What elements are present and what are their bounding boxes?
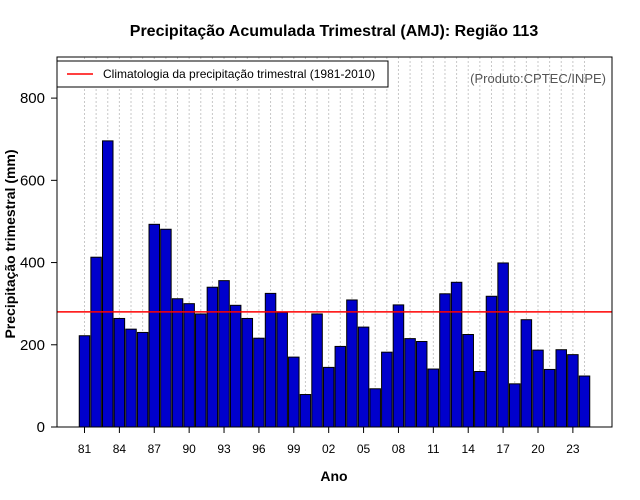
x-tick-label: 90 [182,442,196,456]
x-tick-label: 93 [217,442,231,456]
bar-2013 [450,281,463,428]
bars-layer [78,140,591,428]
bar-1989 [171,298,184,428]
x-tick-label: 17 [496,442,510,456]
bar-2020 [532,349,544,428]
bar-1981 [78,335,91,428]
bar-2024 [578,375,591,428]
bar-1990 [183,303,195,428]
bar-2001 [311,313,323,428]
bar-2019 [520,319,533,428]
bar-1987 [148,223,161,428]
bar-2004 [346,299,358,428]
bar-1983 [102,140,114,428]
x-tick-label: 02 [322,442,336,456]
bar-2010 [415,340,428,428]
bar-1984 [113,317,126,428]
bar-2022 [555,349,567,428]
bar-2023 [567,354,579,428]
bar-1995 [241,317,254,428]
y-tick-label: 400 [20,255,45,272]
x-axis-label: Ano [320,468,347,484]
y-axis: 0 200 400 600 800 [20,90,57,436]
y-tick-label: 0 [37,419,45,436]
x-tick-label: 23 [566,442,580,456]
legend: Climatologia da precipitação trimestral … [56,60,389,88]
bar-2000 [299,394,312,428]
x-tick-label: 20 [531,442,545,456]
bar-2012 [439,293,451,428]
x-tick-label: 08 [392,442,406,456]
legend-box [56,60,389,88]
bar-2003 [334,345,347,428]
bar-2018 [508,383,521,428]
bar-1985 [125,328,137,428]
y-tick-label: 200 [20,337,45,354]
bar-2006 [369,388,381,428]
bar-1996 [253,337,265,428]
x-tick-label: 84 [113,442,127,456]
bar-1997 [264,292,277,428]
x-tick-label: 81 [78,442,92,456]
x-tick-label: 11 [427,442,440,456]
x-axis: 81 84 87 90 93 96 99 02 05 08 11 14 17 20 23 [78,427,580,456]
x-tick-label: 99 [287,442,301,456]
bar-2014 [462,334,474,428]
x-tick-label: 05 [357,442,371,456]
x-tick-label: 14 [462,442,476,456]
credit-text: (Produto:CPTEC/INPE) [470,71,606,86]
bar-2002 [322,366,335,428]
y-axis-label: Precipitação trimestral (mm) [2,149,18,338]
bar-2009 [404,338,416,428]
plot-frame [56,56,613,428]
bar-1998 [276,311,288,428]
bar-2017 [497,262,509,428]
bar-1992 [206,286,219,428]
y-tick-label: 600 [20,172,45,189]
bar-1988 [160,228,172,428]
bar-1991 [195,313,207,428]
bar-2015 [474,371,486,428]
bar-1994 [229,304,242,428]
y-tick-label: 800 [20,90,45,107]
bar-2007 [381,351,393,428]
bar-2011 [427,368,440,428]
bar-1986 [136,331,149,428]
bar-1982 [90,256,102,428]
bar-1993 [218,280,230,428]
bar-2016 [485,295,498,428]
bar-2008 [392,304,405,428]
bar-1999 [288,356,300,428]
bar-2005 [357,326,370,428]
chart-title: Precipitação Acumulada Trimestral (AMJ):… [130,23,539,40]
legend-label: Climatologia da precipitação trimestral … [103,67,375,81]
x-tick-label: 87 [148,442,162,456]
bar-2021 [543,368,556,428]
x-tick-label: 96 [252,442,266,456]
